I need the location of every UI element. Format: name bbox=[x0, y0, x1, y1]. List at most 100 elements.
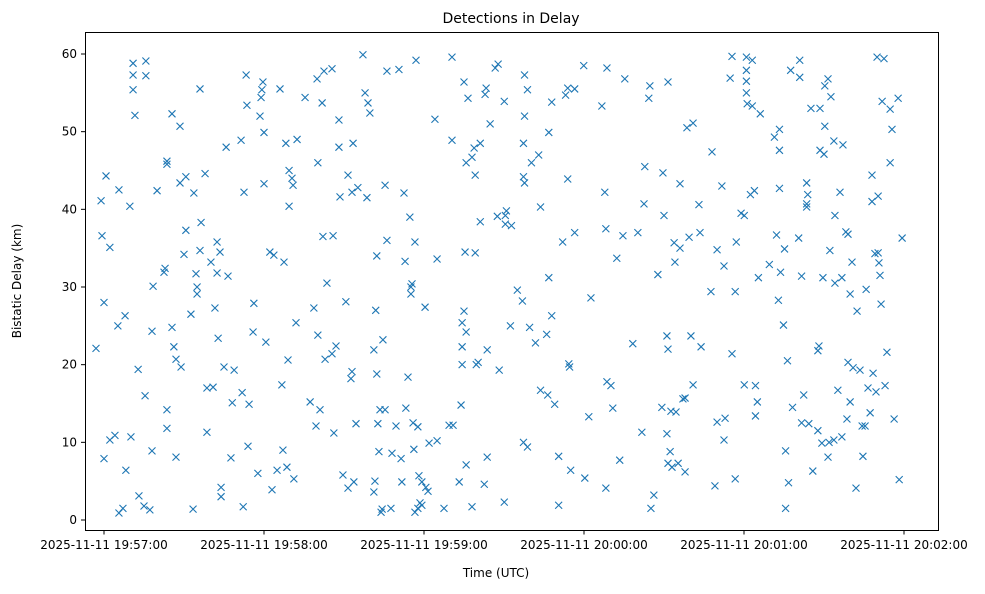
data-point bbox=[141, 57, 150, 65]
data-point bbox=[547, 311, 556, 320]
data-point bbox=[189, 505, 197, 514]
data-point bbox=[788, 403, 797, 412]
y-tick-label: 60 bbox=[62, 47, 77, 61]
data-point bbox=[633, 228, 642, 237]
data-point bbox=[253, 469, 262, 478]
data-point bbox=[612, 254, 621, 263]
data-point bbox=[227, 453, 235, 462]
data-point bbox=[161, 264, 169, 273]
data-point bbox=[579, 61, 588, 70]
data-point bbox=[145, 506, 154, 514]
data-point bbox=[486, 120, 495, 128]
data-point bbox=[468, 153, 476, 162]
data-point bbox=[570, 85, 579, 93]
data-point bbox=[369, 346, 378, 354]
data-point bbox=[283, 463, 291, 472]
data-point bbox=[197, 218, 205, 227]
data-point bbox=[737, 209, 745, 218]
data-point bbox=[531, 339, 540, 347]
data-point bbox=[213, 238, 221, 246]
data-point bbox=[163, 405, 171, 414]
data-point bbox=[672, 408, 680, 416]
data-point bbox=[474, 358, 483, 367]
data-point bbox=[653, 270, 662, 279]
data-point bbox=[348, 367, 356, 376]
data-point bbox=[784, 478, 793, 487]
data-point bbox=[858, 422, 867, 430]
data-point bbox=[846, 398, 855, 406]
data-point bbox=[827, 92, 835, 101]
data-point bbox=[421, 483, 430, 492]
data-point bbox=[230, 366, 239, 374]
data-point bbox=[458, 318, 467, 327]
data-point bbox=[894, 94, 903, 103]
data-point bbox=[608, 404, 617, 413]
data-point bbox=[795, 56, 804, 65]
x-axis: 2025-11-11 19:57:00 2025-11-11 19:58:00 20… bbox=[40, 530, 968, 552]
data-point bbox=[313, 74, 321, 83]
data-point bbox=[404, 373, 412, 381]
data-point bbox=[203, 428, 211, 437]
data-point bbox=[780, 245, 789, 253]
data-point bbox=[105, 243, 114, 252]
data-point bbox=[663, 332, 671, 340]
data-point bbox=[815, 342, 823, 350]
data-point bbox=[820, 122, 829, 131]
data-point bbox=[563, 175, 572, 183]
data-point bbox=[740, 211, 749, 220]
data-point bbox=[820, 81, 829, 90]
data-point bbox=[797, 272, 806, 281]
data-point bbox=[683, 123, 691, 132]
data-point bbox=[520, 71, 529, 79]
data-point bbox=[728, 349, 736, 358]
data-point bbox=[309, 304, 318, 312]
data-point bbox=[732, 238, 741, 246]
data-point bbox=[829, 436, 838, 444]
data-point bbox=[501, 220, 510, 228]
data-point bbox=[413, 422, 422, 431]
data-point bbox=[371, 477, 379, 486]
data-point bbox=[280, 258, 288, 267]
data-point bbox=[824, 74, 832, 83]
data-point bbox=[470, 144, 479, 152]
data-point bbox=[284, 356, 292, 364]
data-point bbox=[129, 59, 137, 68]
data-point bbox=[534, 151, 543, 159]
data-point bbox=[448, 136, 456, 145]
data-point bbox=[176, 179, 184, 187]
data-point bbox=[369, 488, 378, 496]
data-point bbox=[600, 188, 609, 197]
data-point bbox=[713, 418, 721, 427]
data-point bbox=[306, 398, 315, 406]
data-point bbox=[543, 391, 552, 399]
y-tick-label: 20 bbox=[62, 358, 77, 372]
data-point bbox=[115, 186, 123, 194]
data-point bbox=[802, 200, 811, 208]
data-point bbox=[779, 321, 788, 329]
data-point bbox=[743, 99, 752, 108]
data-point bbox=[371, 306, 380, 315]
data-point bbox=[301, 93, 309, 102]
x-tick-label: 2025-11-11 19:58:00 bbox=[200, 538, 327, 552]
data-point bbox=[209, 383, 217, 392]
data-point bbox=[807, 104, 815, 113]
x-tick-label: 2025-11-11 19:59:00 bbox=[360, 538, 487, 552]
x-tick-label: 2025-11-11 20:01:00 bbox=[680, 538, 807, 552]
data-point bbox=[615, 456, 624, 465]
data-point bbox=[895, 475, 904, 484]
data-point bbox=[502, 206, 511, 215]
data-point bbox=[121, 311, 129, 320]
data-point bbox=[888, 125, 896, 134]
data-point bbox=[388, 449, 396, 458]
y-tick-label: 0 bbox=[69, 513, 77, 527]
data-point bbox=[349, 139, 357, 148]
data-point bbox=[878, 97, 887, 106]
data-point bbox=[877, 300, 885, 308]
data-point bbox=[181, 172, 190, 181]
data-point bbox=[141, 391, 149, 400]
data-point bbox=[285, 202, 293, 211]
data-point bbox=[637, 428, 646, 437]
data-point bbox=[168, 109, 176, 118]
data-point bbox=[176, 122, 184, 131]
data-point bbox=[772, 231, 781, 239]
